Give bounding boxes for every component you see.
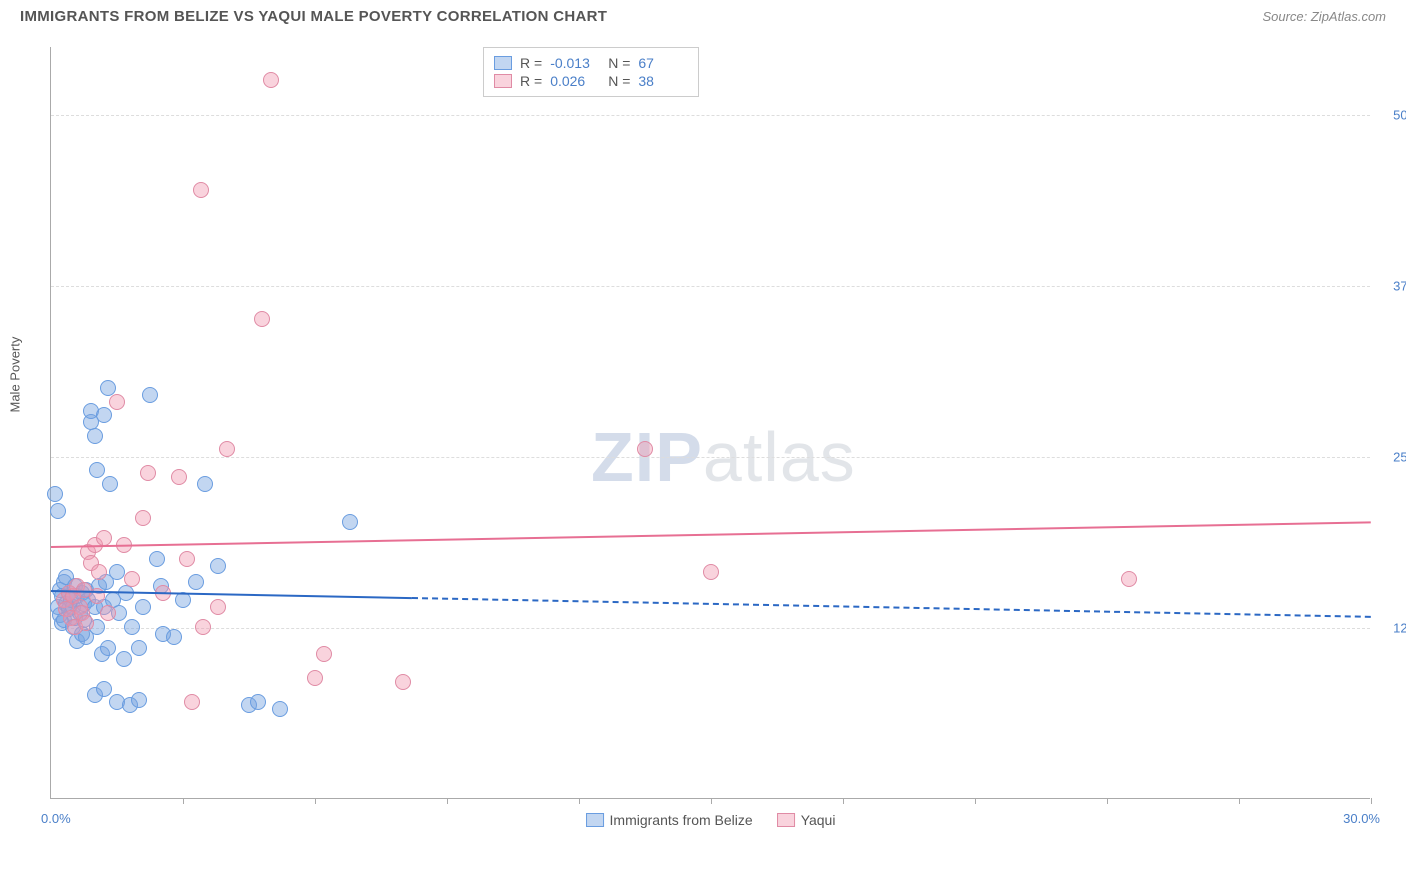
data-point — [102, 476, 118, 492]
data-point — [96, 407, 112, 423]
data-point — [140, 465, 156, 481]
data-point — [197, 476, 213, 492]
data-point — [171, 469, 187, 485]
data-point — [395, 674, 411, 690]
data-point — [124, 571, 140, 587]
legend-swatch — [586, 813, 604, 827]
gridline — [51, 628, 1370, 629]
data-point — [184, 694, 200, 710]
x-tick — [711, 798, 712, 804]
x-tick — [1107, 798, 1108, 804]
x-tick — [1239, 798, 1240, 804]
x-tick — [315, 798, 316, 804]
legend-r-label: R = — [520, 55, 542, 71]
data-point — [131, 640, 147, 656]
data-point — [142, 387, 158, 403]
page-title: IMMIGRANTS FROM BELIZE VS YAQUI MALE POV… — [20, 8, 607, 25]
data-point — [637, 441, 653, 457]
data-point — [100, 640, 116, 656]
data-point — [109, 394, 125, 410]
gridline — [51, 115, 1370, 116]
data-point — [87, 428, 103, 444]
data-point — [307, 670, 323, 686]
legend-r-value: -0.013 — [550, 55, 600, 71]
legend-n-value: 38 — [638, 73, 688, 89]
gridline — [51, 286, 1370, 287]
data-point — [89, 462, 105, 478]
data-point — [100, 605, 116, 621]
data-point — [47, 486, 63, 502]
data-point — [135, 510, 151, 526]
data-point — [263, 72, 279, 88]
data-point — [96, 530, 112, 546]
legend-row: R = 0.026 N = 38 — [494, 72, 688, 90]
y-axis-label: Male Poverty — [8, 337, 23, 413]
legend-r-value: 0.026 — [550, 73, 600, 89]
chart-container: Male Poverty ZIPatlas R =-0.013N =67R =0… — [50, 35, 1386, 855]
x-tick — [447, 798, 448, 804]
legend-r-label: R = — [520, 73, 542, 89]
data-point — [131, 692, 147, 708]
legend-label: Immigrants from Belize — [610, 812, 753, 828]
data-point — [166, 629, 182, 645]
legend-n-label: N = — [608, 73, 630, 89]
legend-item: Immigrants from Belize — [586, 812, 753, 828]
y-tick-label: 25.0% — [1393, 450, 1406, 465]
data-point — [219, 441, 235, 457]
x-tick — [975, 798, 976, 804]
data-point — [149, 551, 165, 567]
legend-n-value: 67 — [638, 55, 688, 71]
data-point — [195, 619, 211, 635]
y-tick-label: 37.5% — [1393, 279, 1406, 294]
data-point — [254, 311, 270, 327]
data-point — [316, 646, 332, 662]
trend-line-dashed — [412, 597, 1371, 618]
data-point — [91, 564, 107, 580]
data-point — [210, 558, 226, 574]
legend-row: R = -0.013 N = 67 — [494, 54, 688, 72]
data-point — [116, 651, 132, 667]
x-tick — [579, 798, 580, 804]
legend-item: Yaqui — [777, 812, 836, 828]
header: IMMIGRANTS FROM BELIZE VS YAQUI MALE POV… — [0, 0, 1406, 29]
data-point — [109, 564, 125, 580]
data-point — [50, 503, 66, 519]
x-axis-min: 0.0% — [41, 811, 71, 826]
data-point — [135, 599, 151, 615]
gridline — [51, 457, 1370, 458]
legend-swatch — [777, 813, 795, 827]
data-point — [210, 599, 226, 615]
source-label: Source: ZipAtlas.com — [1262, 9, 1386, 24]
data-point — [124, 619, 140, 635]
data-point — [272, 701, 288, 717]
legend-n-label: N = — [608, 55, 630, 71]
data-point — [342, 514, 358, 530]
y-tick-label: 12.5% — [1393, 621, 1406, 636]
scatter-plot: ZIPatlas R =-0.013N =67R =0.026N =38 0.0… — [50, 47, 1370, 799]
x-tick — [843, 798, 844, 804]
data-point — [1121, 571, 1137, 587]
x-tick — [183, 798, 184, 804]
data-point — [96, 681, 112, 697]
x-tick — [1371, 798, 1372, 804]
data-point — [250, 694, 266, 710]
data-point — [193, 182, 209, 198]
correlation-legend: R = -0.013 N = 67 R = 0.026 N = 38 — [483, 47, 699, 97]
series-legend: Immigrants from Belize Yaqui — [586, 812, 836, 828]
trend-line — [51, 521, 1371, 548]
data-point — [179, 551, 195, 567]
legend-swatch — [494, 74, 512, 88]
x-axis-max: 30.0% — [1343, 811, 1380, 826]
data-point — [78, 615, 94, 631]
data-point — [703, 564, 719, 580]
data-point — [188, 574, 204, 590]
legend-swatch — [494, 56, 512, 70]
y-tick-label: 50.0% — [1393, 108, 1406, 123]
legend-label: Yaqui — [801, 812, 836, 828]
